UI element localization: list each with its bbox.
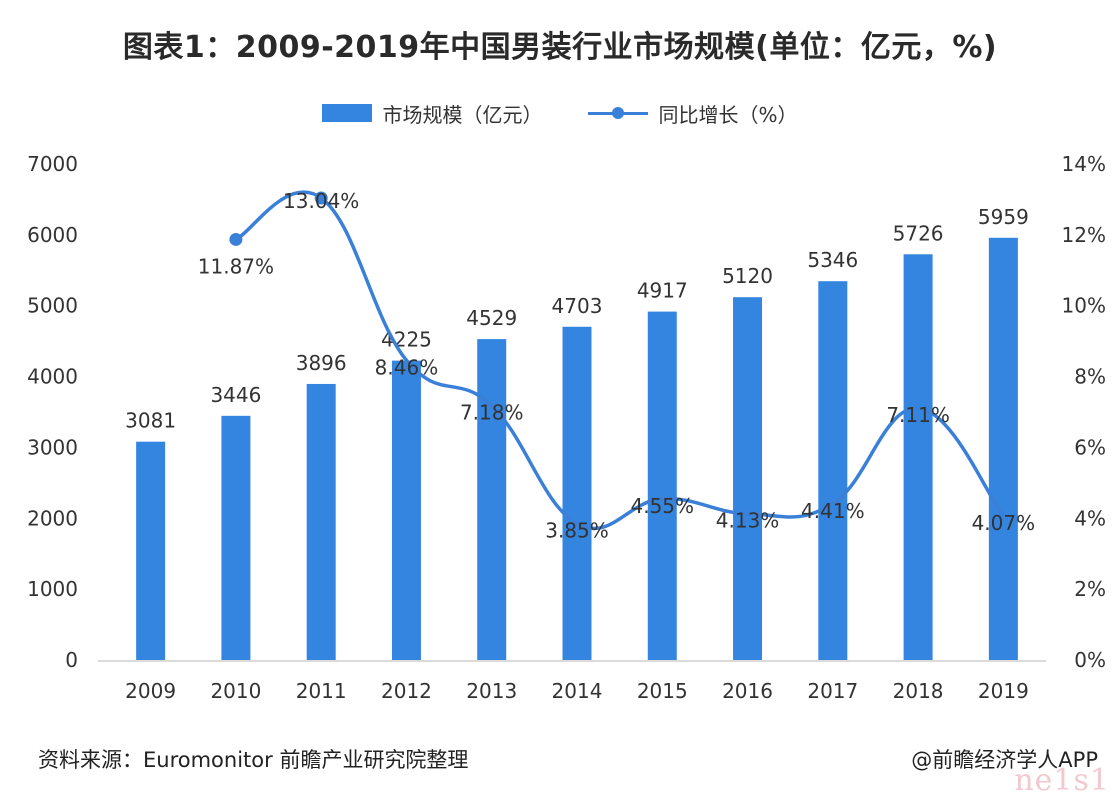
legend-bar-swatch bbox=[322, 104, 373, 122]
y-right-tick-label: 10% bbox=[1062, 294, 1106, 318]
growth-value-label: 4.55% bbox=[630, 494, 694, 518]
bar-2011 bbox=[306, 383, 336, 660]
y-right-tick-label: 14% bbox=[1062, 152, 1106, 176]
bar-value-label: 4703 bbox=[552, 294, 603, 318]
growth-point-marker bbox=[229, 232, 243, 246]
bar-2013 bbox=[477, 339, 507, 660]
bar-2019 bbox=[988, 237, 1018, 661]
bar-value-label: 3081 bbox=[125, 409, 176, 433]
growth-point-marker bbox=[314, 191, 328, 205]
legend-item-growth: 同比增长（%） bbox=[588, 99, 798, 128]
growth-line bbox=[234, 190, 1005, 531]
bar-value-label: 3896 bbox=[296, 351, 347, 375]
growth-value-label: 7.18% bbox=[460, 401, 524, 425]
growth-value-label: 4.07% bbox=[972, 511, 1036, 535]
bar-value-label: 5959 bbox=[978, 205, 1029, 229]
y-left-tick-label: 5000 bbox=[27, 294, 78, 318]
x-tick-label: 2016 bbox=[722, 679, 773, 703]
x-tick-label: 2011 bbox=[296, 679, 347, 703]
x-tick-label: 2014 bbox=[552, 679, 603, 703]
x-tick-label: 2012 bbox=[381, 679, 432, 703]
bar-2016 bbox=[733, 297, 763, 660]
legend-label-market-size: 市场规模（亿元） bbox=[382, 102, 543, 127]
y-left-tick-label: 1000 bbox=[27, 577, 78, 601]
bar-2010 bbox=[221, 415, 251, 660]
legend-item-market-size: 市场规模（亿元） bbox=[322, 99, 542, 128]
legend: 市场规模（亿元） 同比增长（%） bbox=[0, 98, 1120, 128]
x-tick-label: 2015 bbox=[637, 679, 688, 703]
y-left-tick-label: 2000 bbox=[27, 506, 78, 530]
legend-label-growth: 同比增长（%） bbox=[658, 102, 798, 127]
watermark-text: ne1s1 bbox=[1014, 763, 1110, 798]
growth-value-label: 4.41% bbox=[801, 499, 865, 523]
y-right-tick-label: 2% bbox=[1074, 577, 1106, 601]
bar-2015 bbox=[647, 311, 677, 660]
y-left-tick-label: 6000 bbox=[27, 223, 78, 247]
growth-value-label: 7.11% bbox=[886, 403, 950, 427]
bar-value-label: 5120 bbox=[722, 264, 773, 288]
y-right-tick-label: 12% bbox=[1062, 223, 1106, 247]
x-tick-label: 2017 bbox=[807, 679, 858, 703]
bar-2017 bbox=[818, 281, 848, 660]
bar-value-label: 5726 bbox=[893, 221, 944, 245]
x-tick-label: 2009 bbox=[125, 679, 176, 703]
bar-2014 bbox=[562, 326, 592, 660]
y-right-tick-label: 8% bbox=[1074, 365, 1106, 389]
bar-value-label: 4917 bbox=[637, 279, 688, 303]
bar-2009 bbox=[136, 441, 166, 660]
x-tick-label: 2019 bbox=[978, 679, 1029, 703]
y-left-tick-label: 4000 bbox=[27, 365, 78, 389]
growth-value-label: 11.87% bbox=[198, 254, 274, 278]
y-left-tick-label: 3000 bbox=[27, 435, 78, 459]
bar-value-label: 5346 bbox=[807, 248, 858, 272]
x-tick-label: 2010 bbox=[210, 679, 261, 703]
x-tick-label: 2013 bbox=[466, 679, 517, 703]
x-tick-label: 2018 bbox=[893, 679, 944, 703]
bar-value-label: 4529 bbox=[466, 306, 517, 330]
y-right-tick-label: 4% bbox=[1074, 506, 1106, 530]
growth-value-label: 13.04% bbox=[283, 189, 359, 213]
bar-value-label: 3446 bbox=[210, 383, 261, 407]
source-note: 资料来源：Euromonitor 前瞻产业研究院整理 bbox=[38, 748, 469, 772]
y-right-tick-label: 6% bbox=[1074, 435, 1106, 459]
legend-line-swatch bbox=[588, 104, 649, 122]
growth-value-label: 4.13% bbox=[716, 509, 780, 533]
bar-2012 bbox=[391, 360, 421, 660]
y-right-tick-label: 0% bbox=[1074, 648, 1106, 672]
credit-note: @前瞻经济学人APP bbox=[911, 748, 1098, 772]
growth-value-label: 3.85% bbox=[545, 519, 609, 543]
chart-title: 图表1：2009-2019年中国男装行业市场规模(单位：亿元，%) bbox=[122, 30, 998, 65]
y-left-tick-label: 7000 bbox=[27, 152, 78, 176]
growth-value-label: 8.46% bbox=[375, 355, 439, 379]
y-left-tick-label: 0 bbox=[65, 648, 78, 672]
bar-2018 bbox=[903, 254, 933, 660]
